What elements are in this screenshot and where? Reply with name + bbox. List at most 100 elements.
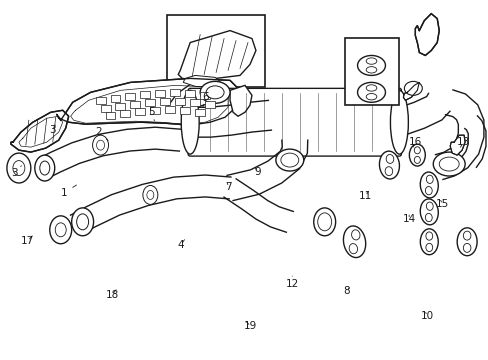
Text: 19: 19: [244, 321, 257, 331]
Text: 10: 10: [420, 311, 433, 321]
Bar: [165, 106, 175, 113]
Ellipse shape: [181, 90, 199, 154]
Ellipse shape: [200, 81, 229, 103]
Bar: [115, 103, 125, 110]
Ellipse shape: [419, 199, 437, 225]
Text: 5: 5: [148, 107, 155, 121]
Ellipse shape: [366, 85, 376, 91]
Bar: [167, 15, 264, 87]
Text: 3: 3: [49, 125, 55, 135]
Ellipse shape: [408, 144, 425, 166]
Bar: [160, 98, 170, 105]
Ellipse shape: [386, 154, 393, 163]
Ellipse shape: [313, 208, 335, 236]
Ellipse shape: [463, 231, 470, 240]
Text: 11: 11: [358, 191, 371, 201]
Text: 6: 6: [202, 92, 208, 107]
Bar: [120, 110, 130, 117]
Polygon shape: [403, 82, 419, 100]
Ellipse shape: [351, 230, 359, 240]
Ellipse shape: [366, 67, 376, 73]
Bar: [130, 101, 140, 108]
Bar: [150, 107, 160, 114]
Bar: [110, 95, 120, 102]
Bar: [101, 105, 110, 112]
Ellipse shape: [77, 214, 88, 230]
Text: 1: 1: [61, 185, 76, 198]
Ellipse shape: [413, 147, 420, 154]
Text: 18: 18: [105, 290, 119, 300]
Text: 8: 8: [343, 286, 349, 296]
Bar: [344, 37, 399, 105]
Ellipse shape: [463, 243, 470, 252]
Bar: [145, 99, 155, 106]
Ellipse shape: [389, 90, 407, 154]
Bar: [140, 91, 150, 98]
Text: 16: 16: [407, 138, 421, 147]
Ellipse shape: [146, 190, 154, 199]
Text: 4: 4: [178, 239, 184, 249]
Bar: [125, 93, 135, 100]
Bar: [175, 98, 185, 105]
Ellipse shape: [40, 161, 50, 175]
Ellipse shape: [456, 228, 476, 256]
Text: 9: 9: [254, 167, 261, 177]
Ellipse shape: [385, 167, 392, 176]
Ellipse shape: [343, 226, 365, 257]
Text: 14: 14: [402, 215, 415, 224]
Ellipse shape: [426, 175, 432, 184]
Ellipse shape: [206, 86, 224, 99]
Ellipse shape: [50, 216, 72, 244]
Ellipse shape: [425, 213, 431, 222]
Ellipse shape: [280, 153, 298, 167]
Bar: [190, 99, 200, 106]
Polygon shape: [57, 78, 240, 125]
Bar: [155, 90, 165, 97]
Ellipse shape: [379, 151, 399, 179]
Polygon shape: [178, 31, 255, 80]
Ellipse shape: [13, 161, 25, 176]
Ellipse shape: [7, 153, 31, 183]
Bar: [135, 108, 145, 115]
Ellipse shape: [348, 244, 357, 254]
Ellipse shape: [366, 94, 376, 100]
Bar: [180, 107, 190, 114]
Ellipse shape: [425, 232, 432, 240]
Polygon shape: [229, 85, 251, 116]
Ellipse shape: [404, 81, 422, 95]
Text: 13: 13: [456, 138, 469, 147]
FancyBboxPatch shape: [188, 88, 401, 156]
Ellipse shape: [357, 55, 385, 75]
Ellipse shape: [275, 149, 303, 171]
Bar: [185, 90, 195, 97]
Ellipse shape: [96, 140, 104, 150]
Polygon shape: [11, 110, 68, 152]
Bar: [105, 112, 115, 119]
Ellipse shape: [35, 155, 55, 181]
Ellipse shape: [55, 223, 66, 237]
Ellipse shape: [419, 172, 437, 198]
Bar: [205, 101, 215, 108]
Ellipse shape: [420, 229, 437, 255]
Ellipse shape: [425, 186, 431, 195]
Bar: [170, 89, 180, 96]
Polygon shape: [414, 14, 438, 55]
Text: 17: 17: [21, 236, 34, 246]
Ellipse shape: [432, 152, 464, 176]
Text: 7: 7: [225, 182, 232, 192]
Text: 12: 12: [285, 276, 298, 289]
Ellipse shape: [425, 243, 432, 252]
Ellipse shape: [426, 202, 432, 210]
Text: 2: 2: [95, 127, 108, 140]
Ellipse shape: [413, 156, 420, 163]
Ellipse shape: [366, 58, 376, 64]
Polygon shape: [183, 75, 220, 87]
Text: 15: 15: [435, 199, 448, 210]
Ellipse shape: [438, 157, 458, 171]
Bar: [200, 92, 210, 99]
Ellipse shape: [92, 135, 108, 155]
Ellipse shape: [142, 185, 158, 204]
Ellipse shape: [72, 208, 93, 236]
Ellipse shape: [317, 213, 331, 231]
Polygon shape: [449, 135, 464, 155]
